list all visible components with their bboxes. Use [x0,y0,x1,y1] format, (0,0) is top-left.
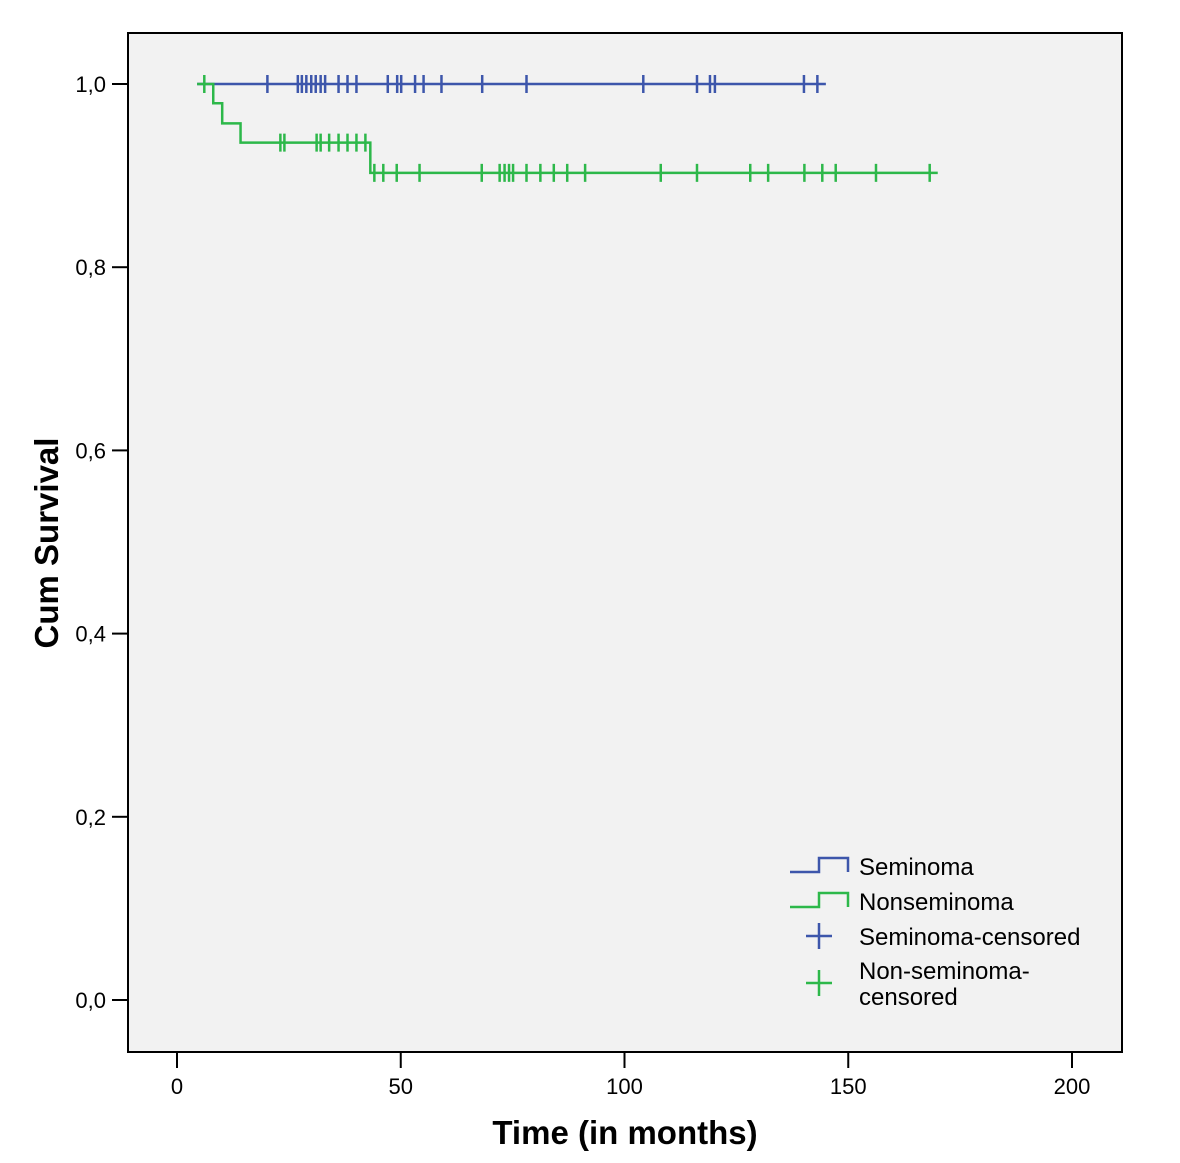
legend-nonseminoma-censored-label-1: Non-seminoma- [859,958,1030,985]
legend-seminoma-line [790,856,850,874]
legend-seminoma-label: Seminoma [859,854,974,881]
y-tick-label: 1,0 [75,72,106,97]
legend-seminoma-censored-icon [806,923,832,949]
legend-nonseminoma-censored-label-2: censored [859,984,958,1011]
y-tick-label: 0,0 [75,988,106,1013]
y-tick-label: 0,4 [75,622,106,647]
x-tick-label: 50 [389,1074,413,1099]
y-axis-title: Cum Survival [28,438,65,649]
x-tick-label: 0 [171,1074,183,1099]
legend-seminoma-censored-label: Seminoma-censored [859,924,1080,951]
plot-area [127,32,1123,1053]
nonseminoma-survival-line [197,82,938,175]
x-tick-label: 100 [606,1074,643,1099]
legend-nonseminoma-line [790,891,850,909]
y-tick-label: 0,2 [75,805,106,830]
legend: Seminoma Nonseminoma Seminoma-censored N… [790,854,1080,1011]
x-tick-label: 200 [1054,1074,1091,1099]
legend-nonseminoma-label: Nonseminoma [859,889,1014,916]
y-tick-label: 0,6 [75,438,106,463]
y-tick-label: 0,8 [75,255,106,280]
x-tick-label: 150 [830,1074,867,1099]
legend-nonseminoma-censored-icon [806,970,832,996]
x-axis-title: Time (in months) [492,1114,757,1151]
